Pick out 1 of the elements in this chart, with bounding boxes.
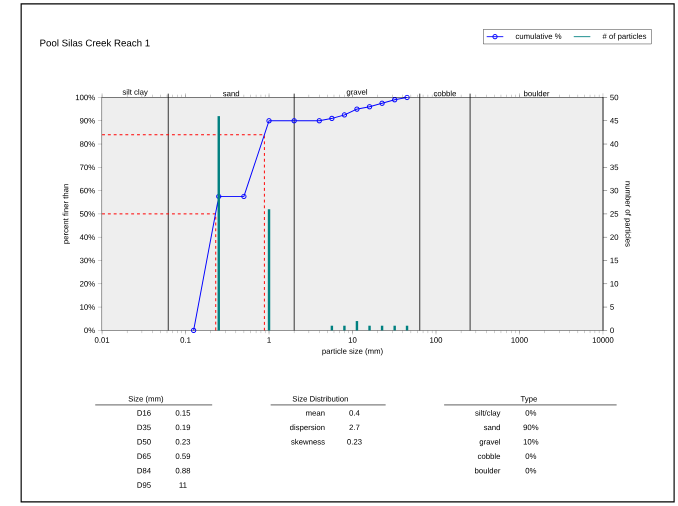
- chart-title: Pool Silas Creek Reach 1: [40, 39, 150, 47]
